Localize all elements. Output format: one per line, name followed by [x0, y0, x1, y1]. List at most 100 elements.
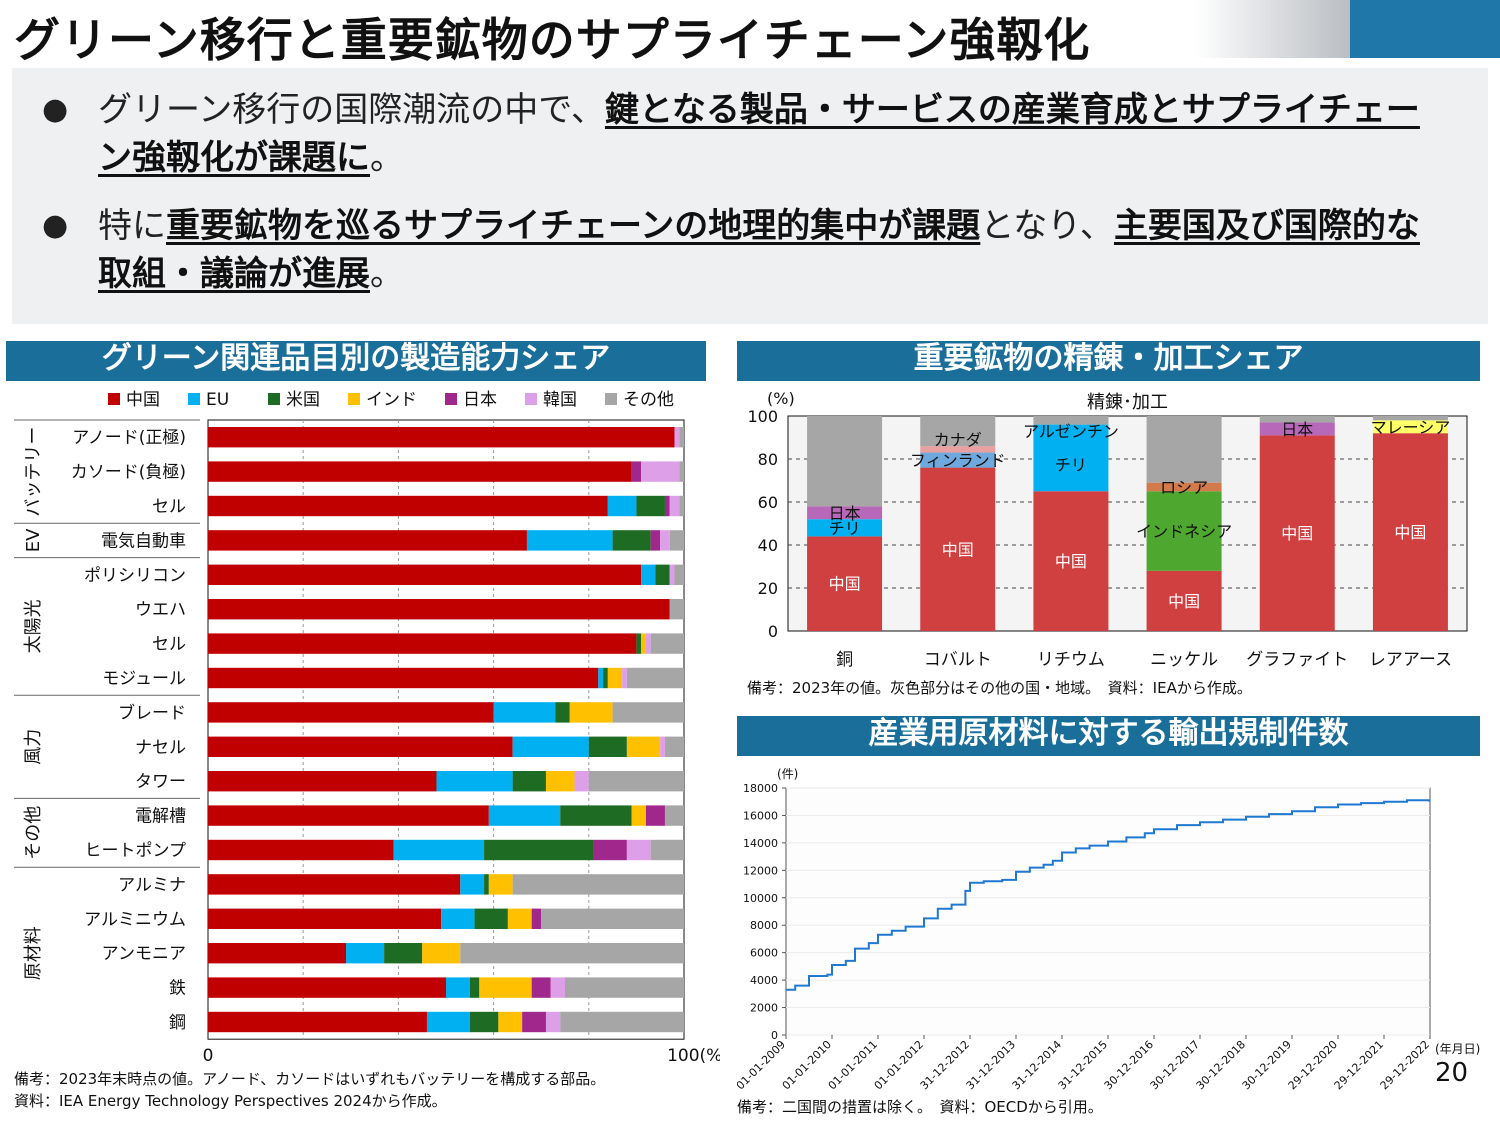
x-axis-max-label: 100(%): [667, 1046, 720, 1066]
category-label: セル: [152, 497, 186, 517]
category-label: グラファイト: [1246, 650, 1348, 670]
bar-segment: [208, 943, 347, 964]
bar-segment: [679, 495, 684, 517]
bar-segment: [531, 977, 551, 998]
bar-segment: [208, 805, 489, 826]
left-chart-source: 資料：IEA Energy Technology Perspectives 20…: [14, 1092, 447, 1110]
bullet-1-end: 。: [370, 138, 404, 178]
bar-segment: [208, 874, 461, 895]
bar-segment: [1033, 424, 1109, 438]
bar-segment: [484, 839, 594, 861]
segment-label: 中国: [1394, 523, 1426, 542]
bar-segment: [512, 736, 589, 757]
bar-segment: [655, 564, 670, 585]
bar-segment: [469, 977, 480, 998]
page-number: 20: [1435, 1058, 1469, 1088]
bar-segment: [669, 495, 680, 517]
bar-segment: [626, 736, 661, 757]
bar-segment: [664, 805, 684, 826]
bar-segment: [488, 805, 561, 826]
bar-segment: [669, 564, 675, 585]
bar-segment: [631, 461, 642, 482]
y-axis-unit: (件): [777, 767, 798, 781]
y-tick-label: 6000: [750, 947, 778, 960]
group-label: バッテリー: [23, 427, 44, 517]
bar-segment: [426, 1011, 470, 1033]
category-label: セル: [152, 635, 186, 655]
bar-segment: [208, 977, 446, 998]
bar-segment: [526, 530, 613, 551]
segment-label: マレーシア: [1371, 418, 1451, 437]
bar-segment: [1372, 420, 1448, 434]
bar-segment: [393, 839, 485, 861]
bar-segment: [645, 633, 651, 654]
manufacturing-share-heading: グリーン関連品目別の製造能力シェア: [6, 341, 706, 381]
category-label: カソード(負極): [71, 463, 186, 483]
y-tick-label: 40: [758, 536, 778, 555]
summary-box: [12, 68, 1488, 324]
category-label: アノード(正極): [72, 428, 186, 448]
category-label: モジュール: [102, 669, 186, 689]
y-tick-label: 18000: [743, 782, 778, 795]
legend-swatch: [268, 393, 280, 405]
manufacturing-share-chart: 中国 EU 米国 インド 日本 韓国 その他アノード(正極)カソード(負極)セル電気自動車ポ…: [14, 390, 720, 1066]
bar-segment: [555, 702, 570, 723]
bar-segment: [208, 564, 642, 585]
bar-segment: [588, 736, 627, 757]
bar-segment: [1033, 491, 1109, 631]
title-decoration-gradient: [1195, 0, 1350, 58]
x-tick-label: 29-12-2022: [1378, 1038, 1432, 1092]
bullet-item-2: ● 特に重要鉱物を巡るサプライチェーンの地理的集中が課題となり、主要国及び国際的…: [42, 202, 1452, 298]
bar-segment: [807, 519, 883, 537]
y-tick-label: 0: [771, 1029, 778, 1042]
bar-segment: [1146, 570, 1222, 631]
segment-label: カナダ: [934, 431, 982, 450]
bar-segment: [208, 599, 670, 620]
bar-segment: [208, 461, 632, 482]
bullet-2-emphasis-2: 主要国及び国際的な取組・議論が進展: [98, 206, 1420, 294]
y-tick-label: 4000: [750, 974, 778, 987]
bar-segment: [650, 839, 684, 861]
series-line: [786, 799, 1431, 991]
refining-chart-note: 備考：2023年の値。灰色部分はその他の国・地域。 資料：IEAから作成。: [747, 679, 1252, 697]
bar-segment: [622, 667, 627, 689]
category-label: アンモニア: [102, 944, 186, 964]
bar-segment: [920, 446, 996, 453]
bar-segment: [807, 416, 883, 507]
bar-segment: [498, 1011, 523, 1033]
export-restrictions-chart: (件) 0 2000 4000 6000 8000 10000 12000 14000 16000…: [737, 767, 1480, 1092]
category-label: 鋼: [169, 1013, 186, 1033]
bar-segment: [208, 427, 675, 448]
segment-label: 中国: [1281, 524, 1313, 543]
bar-segment: [598, 667, 604, 689]
x-axis-min-label: 0: [203, 1046, 214, 1066]
bar-segment: [1372, 433, 1448, 631]
legend-label: 米国: [286, 390, 320, 410]
bar-segment: [512, 771, 546, 792]
bar-segment: [436, 771, 513, 792]
bar-segment: [920, 416, 996, 447]
bar-segment: [541, 908, 684, 929]
group-label: 太陽光: [23, 599, 44, 653]
bar-segment: [920, 467, 996, 631]
bar-segment: [603, 667, 608, 689]
bar-segment: [208, 530, 527, 551]
bar-segment: [446, 977, 470, 998]
legend-label: EU: [206, 390, 229, 410]
bar-segment: [607, 495, 637, 517]
category-label: アルミナ: [118, 875, 186, 895]
title-decoration-block: [1350, 0, 1500, 58]
bullet-dot: ●: [42, 208, 69, 243]
bar-segment: [650, 530, 661, 551]
bar-segment: [565, 977, 684, 998]
bar-segment: [560, 1011, 684, 1033]
segment-label: 中国: [942, 540, 974, 559]
bar-segment: [1033, 416, 1109, 425]
legend-label: その他: [623, 390, 674, 410]
chart-title: 精錬･加工: [1087, 392, 1168, 413]
bar-segment: [660, 736, 665, 757]
y-tick-label: 20: [758, 579, 778, 598]
bar-segment: [574, 771, 589, 792]
bar-segment: [208, 908, 442, 929]
legend-swatch: [108, 393, 120, 405]
